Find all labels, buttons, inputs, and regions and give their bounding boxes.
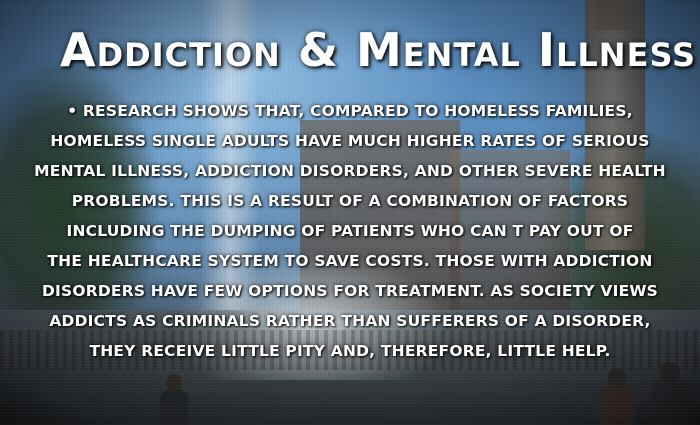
body-line: homeless single adults have much higher … [50, 132, 650, 150]
body-line: they receive little pity and, therefore,… [89, 342, 611, 360]
body-line: disorders have few options for treatment… [41, 282, 659, 300]
body-line: mental illness, addiction disorders, and… [34, 162, 666, 180]
body-text: • Research shows that, compared to homel… [14, 96, 686, 366]
body-line: addicts as criminals rather than suffere… [49, 312, 651, 330]
body-line: including the dumping of patients who ca… [66, 222, 634, 240]
body-line: the healthcare system to save costs. Tho… [47, 252, 653, 270]
body-line: • Research shows that, compared to homel… [67, 102, 633, 120]
body-line: problems. This is a result of a combinat… [71, 192, 629, 210]
slide-title: Addiction & Mental Illness [60, 23, 697, 77]
